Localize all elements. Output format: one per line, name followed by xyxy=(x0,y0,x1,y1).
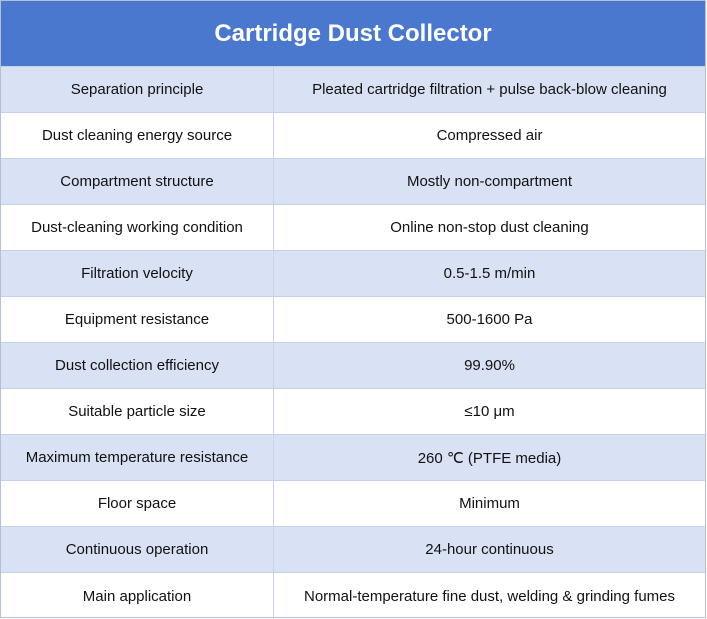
parameter-cell: Dust cleaning energy source xyxy=(1,113,274,158)
table-row: Main application Normal-temperature fine … xyxy=(1,573,705,619)
table-row: Floor space Minimum xyxy=(1,481,705,527)
table-row: Maximum temperature resistance 260 ℃ (PTF… xyxy=(1,435,705,481)
value-cell: Minimum xyxy=(459,495,520,512)
table-title: Cartridge Dust Collector xyxy=(1,1,705,67)
value-cell: Compressed air xyxy=(436,127,543,144)
parameter-cell: Continuous operation xyxy=(1,527,274,572)
parameter-cell: Equipment resistance xyxy=(1,297,274,342)
table-row: Dust-cleaning working condition Online no… xyxy=(1,205,705,251)
value-cell: Online non-stop dust cleaning xyxy=(390,219,589,236)
value-cell: 500-1600 Pa xyxy=(446,311,533,328)
parameter-cell: Floor space xyxy=(1,481,274,526)
value-cell: 0.5-1.5 m/min xyxy=(443,265,536,282)
table-row: Compartment structure Mostly non-compartm… xyxy=(1,159,705,205)
value-cell: ≤10 μm xyxy=(464,403,515,420)
value-cell: Pleated cartridge filtration + pulse bac… xyxy=(312,81,667,98)
parameter-cell: Separation principle xyxy=(1,67,274,112)
table-row: Filtration velocity 0.5-1.5 m/min xyxy=(1,251,705,297)
parameter-cell: Maximum temperature resistance xyxy=(1,435,274,480)
table-row: Equipment resistance 500-1600 Pa xyxy=(1,297,705,343)
table-row: Separation principle Pleated cartridge fi… xyxy=(1,67,705,113)
parameter-cell: Suitable particle size xyxy=(1,389,274,434)
value-cell: Normal-temperature fine dust, welding & … xyxy=(303,587,675,605)
value-cell: 99.90% xyxy=(464,357,515,374)
table-row: Suitable particle size ≤10 μm xyxy=(1,389,705,435)
parameter-cell: Main application xyxy=(1,573,274,619)
value-cell: Mostly non-compartment xyxy=(406,173,573,190)
table-row: Continuous operation 24-hour continuous xyxy=(1,527,705,573)
parameter-cell: Compartment structure xyxy=(1,159,274,204)
table-row: Dust collection efficiency 99.90% xyxy=(1,343,705,389)
parameter-cell: Dust collection efficiency xyxy=(1,343,274,388)
parameter-cell: Dust-cleaning working condition xyxy=(1,205,274,250)
parameter-cell: Filtration velocity xyxy=(1,251,274,296)
value-cell: 24-hour continuous xyxy=(425,541,554,558)
value-cell: 260 ℃ (PTFE media) xyxy=(417,449,562,467)
table-row: Dust cleaning energy source Compressed ai… xyxy=(1,113,705,159)
table-body: Separation principle Pleated cartridge fi… xyxy=(1,67,705,619)
